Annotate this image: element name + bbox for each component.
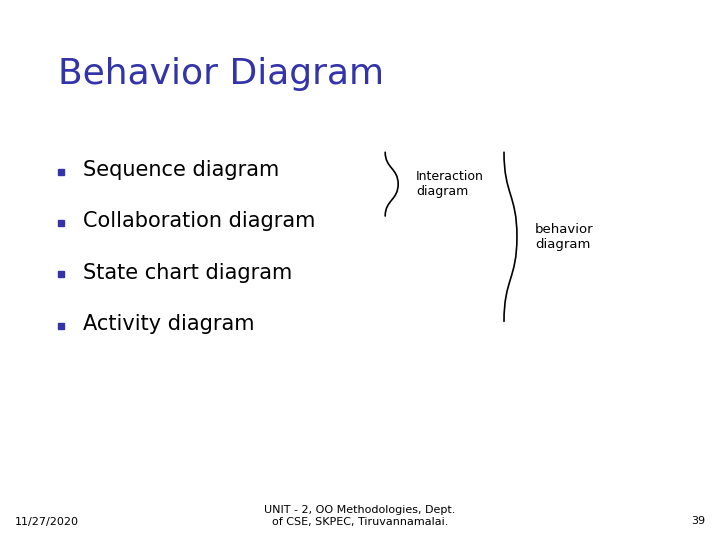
Text: Interaction
diagram: Interaction diagram [416,170,484,198]
Text: Collaboration diagram: Collaboration diagram [83,211,315,232]
Text: 11/27/2020: 11/27/2020 [14,516,78,526]
Text: UNIT - 2, OO Methodologies, Dept.
of CSE, SKPEC, Tiruvannamalai.: UNIT - 2, OO Methodologies, Dept. of CSE… [264,505,456,526]
Text: State chart diagram: State chart diagram [83,262,292,283]
Text: Behavior Diagram: Behavior Diagram [58,57,384,91]
Text: behavior
diagram: behavior diagram [535,223,593,251]
Text: Sequence diagram: Sequence diagram [83,160,279,180]
Text: 39: 39 [691,516,706,526]
Text: Activity diagram: Activity diagram [83,314,254,334]
